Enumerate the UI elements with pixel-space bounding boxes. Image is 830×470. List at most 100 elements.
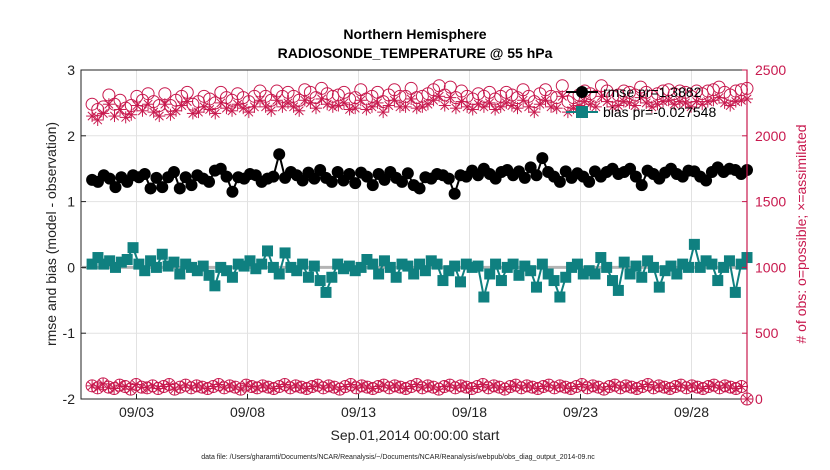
bias-point [437,275,449,287]
obs-assimilated-point [287,100,300,113]
bias-point [589,268,601,280]
bias-point [355,261,367,273]
x-tick-label: 09/13 [341,404,376,420]
obs-assimilated-point [332,99,345,112]
bias-point [320,286,332,298]
bias-point [642,255,654,267]
obs-assimilated-point [102,381,115,394]
bias-point [525,265,537,277]
obs-assimilated-point [152,382,165,395]
bias-point [495,275,507,287]
obs-assimilated-point [366,382,379,395]
bias-point [203,269,215,281]
obs-assimilated-point [333,383,346,396]
rmse-point [203,175,216,188]
bias-point [653,281,665,293]
legend-rmse-label: rmse pr=1.3882 [603,84,702,100]
y-left-tick-label: -1 [63,325,76,341]
bias-point [262,245,274,257]
bias-point [86,258,98,270]
obs-assimilated-point [640,96,653,109]
obs-assimilated-point [147,106,160,119]
bias-point [244,255,256,267]
obs-assimilated-point [606,100,619,113]
bias-point [338,263,350,275]
rmse-point [343,167,356,180]
rmse-point [109,181,122,194]
bias-point [601,261,613,273]
bias-point [390,271,402,283]
obs-assimilated-point [371,96,384,109]
bias-point [454,276,466,288]
obs-assimilated-point [108,110,121,123]
bias-point [343,260,355,272]
obs-assimilated-point [449,102,462,115]
series-rmse [86,148,753,200]
y-left-tick-label: 2 [67,128,75,144]
obs-assimilated-point [471,380,484,393]
bias-point [449,260,461,272]
x-tick-label: 09/08 [230,404,265,420]
obs-assimilated-point [564,382,577,395]
rmse-point [138,167,151,180]
obs-assimilated-point [680,381,693,394]
rmse-point [448,187,461,200]
bias-point [478,291,490,303]
y-left-tick-label: 3 [67,62,75,78]
obs-assimilated-point [556,90,569,103]
rmse-point [583,175,596,188]
obs-assimilated-point [207,380,220,393]
bias-point [156,248,168,260]
bias-point [460,258,472,270]
obs-assimilated-point [337,96,350,109]
bias-point [361,254,373,266]
bias-point [349,265,361,277]
y-left-tick-label: 0 [67,259,75,275]
obs-assimilated-point [218,381,231,394]
bias-point [104,255,116,267]
bias-point [443,265,455,277]
obs-assimilated-point [136,104,149,117]
obs-assimilated-point [528,106,541,119]
bias-point [466,261,478,273]
bias-point [665,260,677,272]
bias-point [683,261,695,273]
bias-point [700,255,712,267]
obs-assimilated-point [438,99,451,112]
legend-rmse-marker [576,86,588,98]
obs-assimilated-point [674,379,687,392]
obs-assimilated-point [472,98,485,111]
x-tick-label: 09/18 [452,404,487,420]
rmse-point [331,165,344,178]
rmse-point [144,182,157,195]
rmse-point [273,148,286,161]
bias-point [706,258,718,270]
bias-point [729,286,741,298]
bias-point [431,258,443,270]
bias-point [238,260,250,272]
bias-point [501,261,513,273]
data-marks [85,79,754,406]
bias-point [291,265,303,277]
bias-point [513,269,525,281]
bias-point [109,261,121,273]
obs-assimilated-point [652,379,665,392]
bias-point [314,275,326,287]
rmse-point [442,172,455,185]
bias-point [256,258,268,270]
obs-assimilated-point [612,99,625,112]
bias-point [688,238,700,250]
bias-point [267,261,279,273]
obs-assimilated-point [735,94,748,107]
rmse-point [536,152,549,165]
bias-point [566,261,578,273]
bias-point [577,268,589,280]
bias-point [472,260,484,272]
bias-point [373,268,385,280]
obs-assimilated-point [388,94,401,107]
bias-point [595,252,607,264]
rmse-point [396,175,409,188]
bias-point [174,268,186,280]
obs-assimilated-point [614,381,627,394]
